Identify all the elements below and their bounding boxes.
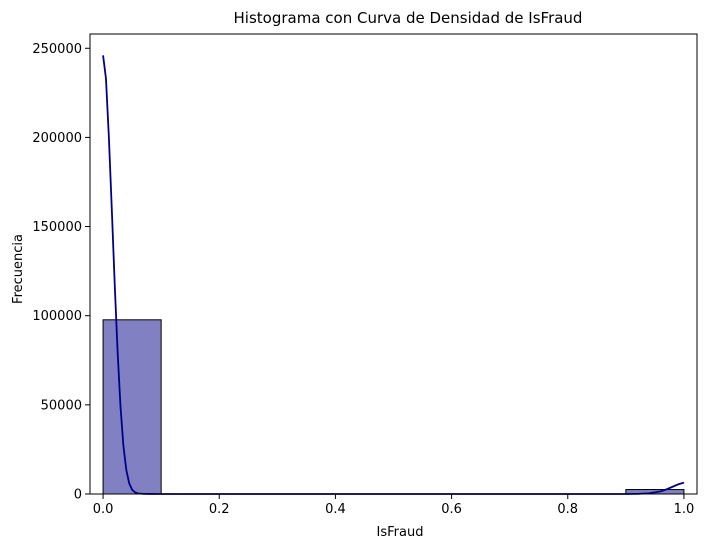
histogram-bar-0 <box>102 319 162 495</box>
chart-title: Histograma con Curva de Densidad de IsFr… <box>234 9 583 27</box>
y-tick-label-1: 50000 <box>41 398 82 413</box>
x-tick-label-0: 0.0 <box>93 502 114 517</box>
y-tick-label-5: 250000 <box>32 42 82 57</box>
x-tick-label-4: 0.8 <box>557 502 578 517</box>
y-axis-ticks: 0 50000 100000 150000 200000 250000 <box>32 42 90 503</box>
plot-frame <box>89 33 698 495</box>
x-tick-label-5: 1.0 <box>674 502 695 517</box>
x-axis-label: IsFraud <box>377 525 424 540</box>
x-tick-label-1: 0.2 <box>209 502 230 517</box>
x-tick-label-3: 0.6 <box>441 502 462 517</box>
y-tick-label-2: 100000 <box>32 309 82 324</box>
y-tick-label-4: 200000 <box>32 131 82 146</box>
y-axis-label: Frecuencia <box>11 234 26 304</box>
x-tick-label-2: 0.4 <box>325 502 346 517</box>
y-tick-label-0: 0 <box>74 488 82 503</box>
y-tick-label-3: 150000 <box>32 220 82 235</box>
density-curve <box>102 55 685 495</box>
x-axis-ticks: 0.0 0.2 0.4 0.6 0.8 1.0 <box>93 494 695 517</box>
histogram-bars <box>102 319 685 495</box>
